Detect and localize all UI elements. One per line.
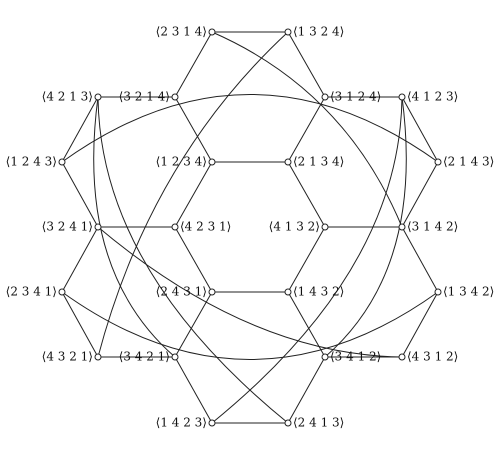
edge-1423-4123 (211, 96, 403, 424)
node-label-1342: ⟨1 3 4 2⟩ (443, 285, 494, 299)
node-2143 (434, 158, 442, 166)
node-label-3241: ⟨3 2 4 1⟩ (42, 220, 93, 234)
edge-1243-2143 (61, 94, 439, 163)
edge-1342-4312 (401, 291, 439, 358)
edge-3142-1342 (401, 226, 439, 293)
node-4321 (94, 353, 102, 361)
node-3412 (321, 353, 329, 361)
edge-4123-2143 (401, 96, 439, 163)
edge-1234-4231 (174, 161, 213, 228)
node-4132 (321, 223, 329, 231)
edge-2314-3214 (174, 31, 213, 98)
edge-4231-2431 (174, 226, 213, 293)
node-4123 (398, 93, 406, 101)
edge-1324-3124 (287, 31, 326, 98)
edge-1243-3241 (61, 161, 99, 228)
edge-3241-4312 (97, 226, 403, 358)
node-3124 (321, 93, 329, 101)
node-4312 (398, 353, 406, 361)
node-3142 (398, 223, 406, 231)
node-3214 (171, 93, 179, 101)
node-label-2134: ⟨2 1 3 4⟩ (293, 155, 344, 169)
node-label-3124: ⟨3 1 2 4⟩ (330, 90, 381, 104)
node-1342 (434, 288, 442, 296)
edge-2143-3142 (401, 161, 439, 228)
node-1234 (208, 158, 216, 166)
node-label-2431: ⟨2 4 3 1⟩ (156, 285, 207, 299)
node-1324 (284, 28, 292, 36)
node-label-2341: ⟨2 3 4 1⟩ (6, 285, 57, 299)
node-label-2314: ⟨2 3 1 4⟩ (156, 25, 207, 39)
edge-3421-2431 (174, 291, 213, 358)
node-2314 (208, 28, 216, 36)
node-4231 (171, 223, 179, 231)
node-label-4312: ⟨4 3 1 2⟩ (407, 350, 458, 364)
node-label-2413: ⟨2 4 1 3⟩ (293, 416, 344, 430)
node-3421 (171, 353, 179, 361)
node-3241 (94, 223, 102, 231)
edge-1324-4321 (97, 31, 289, 358)
edge-3412-1432 (287, 291, 326, 358)
node-label-1243: ⟨1 2 4 3⟩ (6, 155, 57, 169)
edges-layer (61, 31, 439, 424)
nodes-layer (58, 28, 442, 427)
node-label-3412: ⟨3 4 1 2⟩ (330, 350, 381, 364)
node-4213 (94, 93, 102, 101)
node-label-4123: ⟨4 1 2 3⟩ (407, 90, 458, 104)
edge-4132-1432 (287, 226, 326, 293)
node-label-1423: ⟨1 4 2 3⟩ (156, 416, 207, 430)
edge-3214-1234 (174, 96, 213, 163)
node-label-4213: ⟨4 2 1 3⟩ (42, 90, 93, 104)
node-label-1234: ⟨1 2 3 4⟩ (156, 155, 207, 169)
node-2134 (284, 158, 292, 166)
node-1432 (284, 288, 292, 296)
node-label-3421: ⟨3 4 2 1⟩ (119, 350, 170, 364)
edge-4213-1243 (61, 96, 99, 163)
node-label-3142: ⟨3 1 4 2⟩ (407, 220, 458, 234)
node-2341 (58, 288, 66, 296)
edge-3412-2413 (287, 356, 326, 424)
edge-3124-2134 (287, 96, 326, 163)
labels-layer: ⟨2 3 1 4⟩ ⟨1 3 2 4⟩ ⟨3 2 1 4⟩ ⟨3 1 2 4⟩ ⟨4 2… (6, 25, 495, 430)
edge-2341-1342 (61, 291, 439, 360)
edge-2413-4213 (97, 96, 289, 424)
edge-3241-2341 (61, 226, 99, 293)
node-label-4132: ⟨4 1 3 2⟩ (269, 220, 320, 234)
node-2413 (284, 419, 292, 427)
edge-3421-1423 (174, 356, 213, 424)
node-2431 (208, 288, 216, 296)
node-label-2143: ⟨2 1 4 3⟩ (443, 155, 494, 169)
node-label-1324: ⟨1 3 2 4⟩ (293, 25, 344, 39)
node-label-4321: ⟨4 3 2 1⟩ (42, 350, 93, 364)
node-label-4231: ⟨4 2 3 1⟩ (180, 220, 231, 234)
node-1243 (58, 158, 66, 166)
node-1423 (208, 419, 216, 427)
edge-2134-4132 (287, 161, 326, 228)
node-label-3214: ⟨3 2 1 4⟩ (119, 90, 170, 104)
node-label-1432: ⟨1 4 3 2⟩ (293, 285, 344, 299)
edge-2341-4321 (61, 291, 99, 358)
